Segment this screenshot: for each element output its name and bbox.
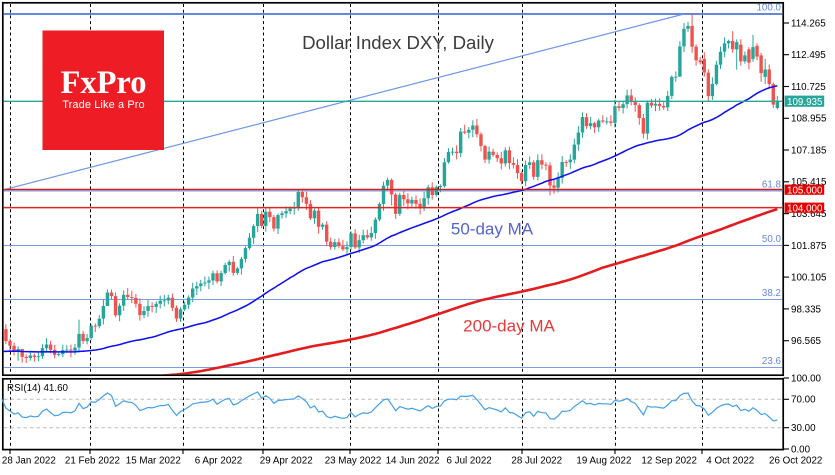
svg-text:50-day MA: 50-day MA <box>451 220 534 239</box>
svg-text:14 Jun 2022: 14 Jun 2022 <box>386 456 440 467</box>
svg-text:50.0: 50.0 <box>762 234 782 245</box>
svg-text:100.105: 100.105 <box>791 273 827 284</box>
svg-text:23 May 2022: 23 May 2022 <box>325 456 382 467</box>
svg-text:100.0: 100.0 <box>756 3 781 14</box>
svg-text:28 Jul 2022: 28 Jul 2022 <box>511 456 562 467</box>
svg-text:FxPro: FxPro <box>60 65 146 101</box>
svg-text:101.875: 101.875 <box>791 241 827 252</box>
svg-text:6 Jul 2022: 6 Jul 2022 <box>447 456 492 467</box>
svg-text:26 Oct 2022: 26 Oct 2022 <box>769 456 822 467</box>
svg-text:4 Oct 2022: 4 Oct 2022 <box>706 456 754 467</box>
svg-text:114.265: 114.265 <box>791 18 826 29</box>
svg-text:110.725: 110.725 <box>791 82 826 93</box>
svg-text:103.645: 103.645 <box>791 209 827 220</box>
svg-text:23.6: 23.6 <box>762 356 782 367</box>
svg-text:28 Jan 2022: 28 Jan 2022 <box>2 456 56 467</box>
svg-text:0.00: 0.00 <box>791 444 811 455</box>
svg-text:105.000: 105.000 <box>787 185 823 196</box>
svg-text:Trade Like a Pro: Trade Like a Pro <box>62 99 145 111</box>
svg-text:Dollar Index DXY, Daily: Dollar Index DXY, Daily <box>302 32 495 53</box>
svg-text:19 Aug 2022: 19 Aug 2022 <box>576 456 631 467</box>
svg-text:107.185: 107.185 <box>791 145 827 156</box>
svg-text:15 Mar 2022: 15 Mar 2022 <box>126 456 181 467</box>
svg-text:70.00: 70.00 <box>791 395 816 406</box>
svg-text:98.335: 98.335 <box>791 304 822 315</box>
svg-text:12 Sep 2022: 12 Sep 2022 <box>641 456 697 467</box>
svg-text:109.935: 109.935 <box>787 97 823 108</box>
svg-text:100.00: 100.00 <box>791 373 822 384</box>
svg-text:96.565: 96.565 <box>791 336 822 347</box>
svg-text:21 Feb 2022: 21 Feb 2022 <box>65 456 120 467</box>
svg-text:38.2: 38.2 <box>762 288 781 299</box>
svg-text:108.955: 108.955 <box>791 114 827 125</box>
svg-text:200-day MA: 200-day MA <box>463 317 555 336</box>
svg-text:29 Apr 2022: 29 Apr 2022 <box>260 456 313 467</box>
svg-text:112.495: 112.495 <box>791 50 826 61</box>
svg-text:104.000: 104.000 <box>787 203 823 214</box>
svg-text:6 Apr 2022: 6 Apr 2022 <box>195 456 242 467</box>
svg-text:RSI(14) 41.60: RSI(14) 41.60 <box>7 383 69 394</box>
svg-text:30.00: 30.00 <box>791 423 816 434</box>
svg-text:105.415: 105.415 <box>791 177 827 188</box>
svg-text:61.8: 61.8 <box>762 180 782 191</box>
